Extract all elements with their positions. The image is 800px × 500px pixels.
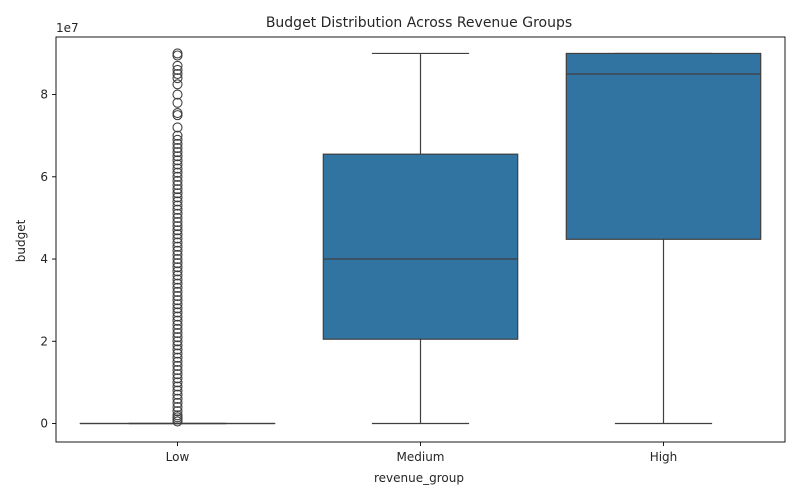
outlier-point (172, 307, 183, 318)
outlier-point (172, 385, 183, 396)
outlier-point (172, 364, 183, 376)
chart-title: Budget Distribution Across Revenue Group… (266, 15, 572, 31)
outlier-point (172, 134, 183, 145)
outlier-point (172, 290, 183, 302)
outlier-point (172, 397, 183, 408)
iqr-box (322, 153, 519, 340)
iqr-box (565, 52, 762, 240)
outlier-point (172, 216, 183, 228)
outlier-point (172, 110, 183, 121)
outlier-point (172, 138, 183, 149)
outlier-point (172, 278, 183, 289)
outlier-point (172, 249, 183, 260)
outlier-point (172, 179, 183, 191)
outlier-point (172, 344, 183, 355)
outlier-point (172, 286, 183, 297)
outlier-point (172, 130, 183, 141)
outlier-point (172, 393, 183, 404)
box-group-low (79, 48, 276, 427)
outlier-point (172, 167, 183, 178)
y-tick-label: 4 (40, 252, 48, 266)
outlier-point (172, 204, 183, 215)
box-group-medium (322, 52, 519, 425)
outlier-point (172, 188, 183, 199)
outlier-point (172, 151, 183, 162)
axes: 0 2 4 6 8 Low Medium High (40, 36, 786, 464)
outlier-point (172, 406, 183, 417)
outlier-point (172, 352, 183, 363)
outlier-point (172, 184, 183, 195)
outlier-point (172, 221, 183, 232)
x-axis-label: revenue_group (374, 471, 464, 485)
outlier-point (172, 402, 183, 413)
outlier-point (172, 282, 183, 293)
y-axis-offset-text: 1e7 (56, 21, 79, 35)
y-tick-label: 0 (40, 416, 48, 430)
outlier-point (172, 381, 183, 392)
x-tick-label: Medium (397, 450, 445, 464)
outlier-point (172, 64, 183, 75)
outlier-point (172, 340, 183, 351)
outlier-point (172, 237, 183, 248)
outlier-point (172, 68, 183, 80)
x-tick-label: Low (166, 450, 190, 464)
outlier-point (172, 348, 183, 359)
outlier-point (172, 336, 183, 347)
y-tick-label: 2 (40, 334, 48, 348)
y-axis-label: budget (14, 219, 28, 262)
outlier-point (172, 245, 183, 256)
outlier-point (172, 274, 183, 285)
box-group-high (565, 52, 762, 425)
outlier-point (172, 97, 183, 108)
outlier-point (172, 356, 183, 367)
outlier-point (172, 89, 183, 100)
outlier-point (172, 416, 183, 427)
outlier-point (172, 299, 183, 310)
outlier-point (172, 266, 183, 277)
outlier-point (172, 253, 183, 265)
outlier-point (172, 192, 183, 203)
x-tick-label: High (650, 450, 678, 464)
outlier-point (172, 212, 183, 223)
outlier-point (172, 200, 183, 211)
outlier-point (172, 163, 183, 174)
outlier-point (172, 171, 183, 182)
outlier-point (172, 295, 183, 306)
outlier-point (172, 208, 183, 219)
y-tick-label: 8 (40, 88, 48, 102)
outlier-point (172, 258, 183, 269)
outlier-point (172, 50, 183, 61)
outlier-point (172, 142, 183, 154)
outlier-point (172, 233, 183, 244)
outlier-point (172, 332, 183, 343)
outlier-point (172, 175, 183, 186)
outlier-point (172, 159, 183, 170)
outlier-point (172, 229, 183, 240)
outlier-point (172, 147, 183, 158)
outlier-point (172, 319, 183, 330)
outlier-point (172, 196, 183, 207)
outlier-point (172, 311, 183, 322)
outlier-point (172, 373, 183, 384)
outlier-point (172, 327, 183, 339)
outlier-point (172, 360, 183, 371)
outlier-point (172, 323, 183, 334)
outlier-point (172, 122, 183, 133)
outlier-point (172, 303, 183, 314)
outlier-point (172, 369, 183, 380)
outlier-point (172, 73, 183, 84)
outlier-point (172, 262, 183, 273)
outlier-point (172, 389, 183, 400)
outlier-point (172, 60, 183, 71)
outlier-point (172, 241, 183, 252)
outlier-point (172, 225, 183, 236)
outlier-point (172, 377, 183, 388)
y-tick-label: 6 (40, 170, 48, 184)
outlier-point (172, 79, 183, 90)
outlier-point (172, 270, 183, 281)
plot-area (79, 48, 762, 427)
outlier-point (172, 315, 183, 326)
outlier-point (172, 155, 183, 166)
